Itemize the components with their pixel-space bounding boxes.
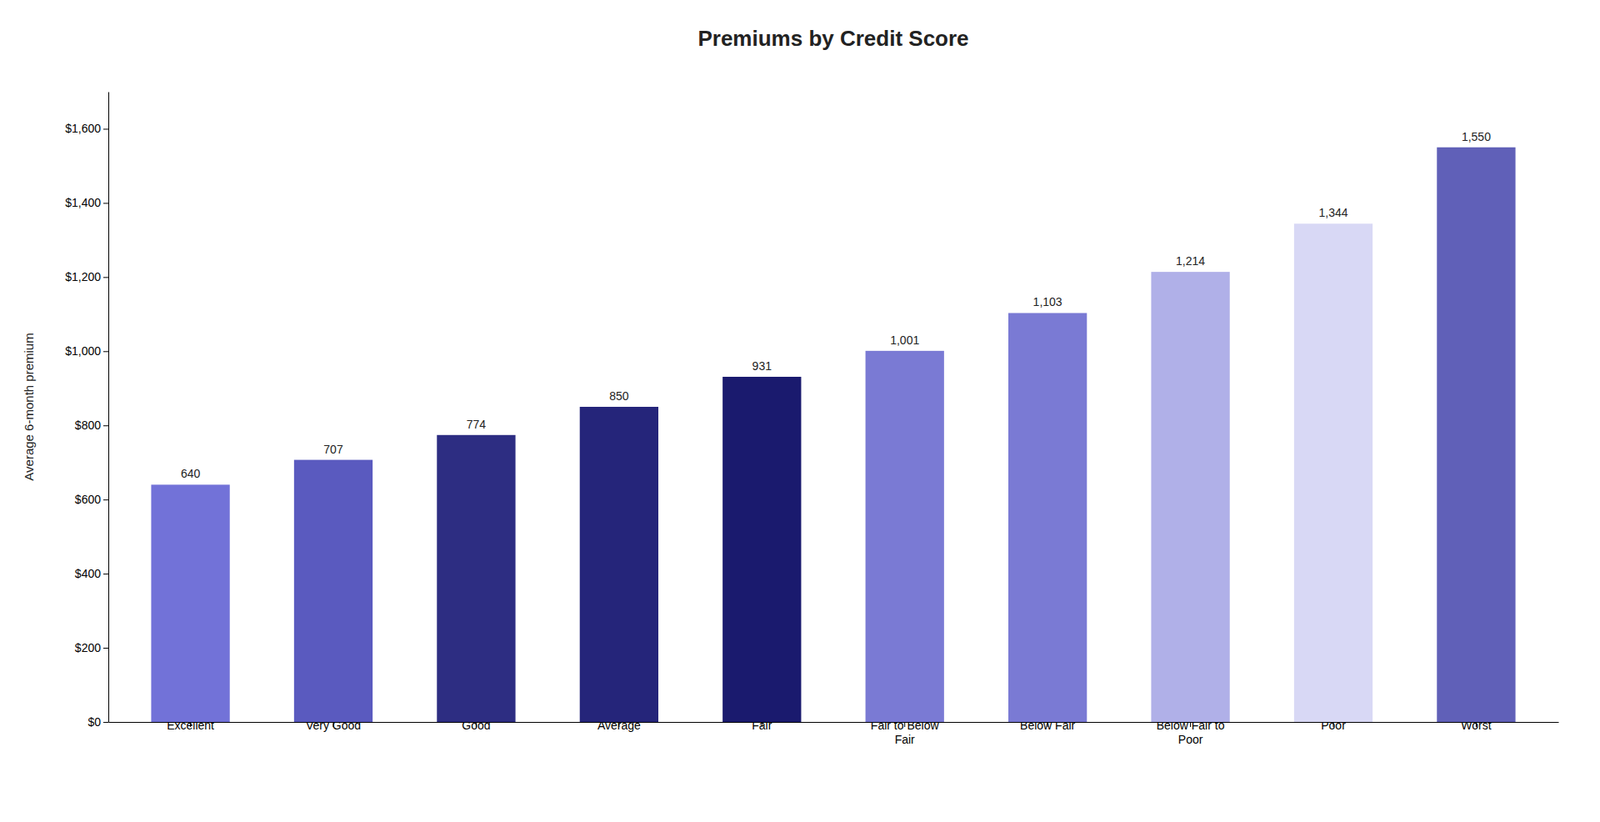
y-tick-mark (103, 573, 109, 575)
y-tick-label: $400 (75, 566, 101, 580)
data-label: 931 (752, 359, 773, 373)
y-tick-label: $1,600 (65, 121, 101, 135)
y-tick-label: $600 (75, 492, 101, 506)
bar (580, 406, 659, 722)
bar (865, 350, 945, 722)
data-label: 1,103 (1033, 295, 1063, 309)
y-tick-mark (103, 202, 109, 204)
x-tick-label-line: Fair (895, 732, 915, 746)
data-label: 774 (466, 417, 487, 431)
y-tick: $800 (75, 418, 109, 432)
bar (1436, 147, 1515, 722)
y-tick-label: $0 (87, 715, 101, 729)
bar (1294, 223, 1373, 722)
x-tick: Below Fair toPoor (1156, 718, 1225, 746)
y-tick: $600 (75, 492, 109, 506)
bar (1008, 312, 1087, 722)
bar (150, 484, 230, 722)
y-tick-label: $1,000 (65, 344, 101, 358)
y-tick-label: $1,400 (65, 195, 101, 210)
x-tick: Fair to BelowFair (870, 718, 940, 746)
x-tick-label-line: Poor (1178, 732, 1204, 746)
y-tick-label: $200 (75, 640, 101, 655)
data-label: 1,344 (1318, 205, 1348, 220)
y-tick-mark (103, 499, 109, 500)
data-label: 850 (609, 389, 630, 403)
y-tick: $1,600 (65, 121, 109, 135)
bar (294, 460, 373, 722)
data-label: 1,001 (890, 333, 920, 347)
chart-svg: $0 $200 $400 $600 $800 $1,000 $1,200 $1,400 $1,6… (0, 0, 1600, 822)
x-axis: ExcellentVery GoodGoodAverageFairFair to… (109, 718, 1560, 746)
y-tick: $400 (75, 566, 109, 580)
y-axis-line (108, 92, 110, 723)
data-label: 640 (180, 466, 201, 480)
x-tick-label: Below Fair toPoor (1156, 718, 1225, 746)
y-tick-mark (103, 721, 109, 723)
y-tick: $0 (87, 715, 109, 729)
bar (436, 435, 515, 722)
x-tick-label: Fair to BelowFair (870, 718, 940, 746)
y-tick-mark (103, 128, 109, 130)
bar (1150, 271, 1230, 722)
y-tick-mark (103, 350, 109, 352)
y-tick-mark (103, 425, 109, 426)
data-label: 1,214 (1175, 254, 1205, 268)
data-label: 1,550 (1461, 130, 1491, 144)
title: Premiums by Credit Score (697, 25, 969, 51)
data-labels: 640 707 774 850 931 1,001 1,103 1,214 1,344 1,550 (180, 130, 1491, 481)
y-tick-label: $800 (75, 418, 101, 432)
y-tick-mark (103, 647, 109, 649)
y-tick: $1,200 (65, 270, 109, 284)
y-tick: $200 (75, 640, 109, 655)
y-tick-label: $1,200 (65, 270, 101, 284)
plot-area: $0 $200 $400 $600 $800 $1,000 $1,200 $1,400 $1,6… (65, 92, 1559, 746)
y-tick: $1,000 (65, 344, 109, 358)
y-axis-title: Average 6-month premium (21, 332, 36, 480)
chart-container: $0 $200 $400 $600 $800 $1,000 $1,200 $1,400 $1,6… (0, 0, 1600, 822)
y-tick: $1,400 (65, 195, 109, 210)
y-tick-mark (103, 276, 109, 278)
y-axis: $0 $200 $400 $600 $800 $1,000 $1,200 $1,400 $1,6… (65, 92, 109, 729)
bar (722, 376, 801, 722)
data-label: 707 (323, 442, 344, 456)
bars (150, 147, 1515, 722)
